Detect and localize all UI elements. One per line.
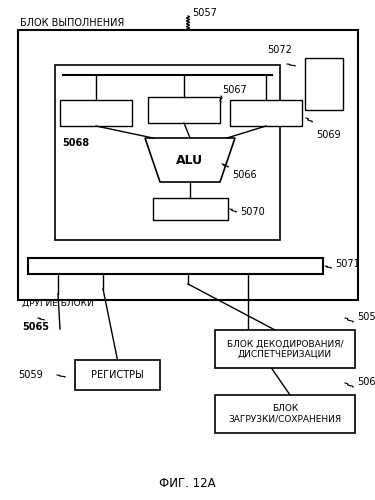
Bar	[75, 360, 160, 390]
Bar	[215, 395, 355, 433]
Bar	[60, 100, 132, 126]
Text: 5068: 5068	[62, 138, 89, 148]
Text: 5066: 5066	[232, 170, 256, 180]
Text: 5069: 5069	[316, 130, 340, 140]
Bar	[28, 258, 323, 274]
Text: ALU: ALU	[176, 154, 204, 166]
Bar	[230, 100, 302, 126]
Text: БЛОК
ЗАГРУЗКИ/СОХРАНЕНИЯ: БЛОК ЗАГРУЗКИ/СОХРАНЕНИЯ	[228, 404, 342, 423]
Bar	[31, 261, 326, 277]
Text: 5056: 5056	[357, 312, 375, 322]
Text: БЛОК ДЕКОДИРОВАНИЯ/
ДИСПЕТЧЕРИЗАЦИИ: БЛОК ДЕКОДИРОВАНИЯ/ ДИСПЕТЧЕРИЗАЦИИ	[227, 340, 343, 358]
Bar	[233, 103, 305, 129]
Bar	[151, 100, 223, 126]
Bar	[215, 330, 355, 368]
Text: ДРУГИЕ БЛОКИ: ДРУГИЕ БЛОКИ	[22, 299, 94, 308]
Text: 5065: 5065	[22, 322, 49, 332]
Bar	[305, 58, 343, 110]
Text: 5067: 5067	[222, 85, 247, 95]
Text: 5071: 5071	[335, 259, 360, 269]
Text: РЕГИСТРЫ: РЕГИСТРЫ	[91, 370, 144, 380]
Bar	[156, 201, 231, 223]
Bar	[308, 61, 346, 113]
Text: БЛОК ВЫПОЛНЕНИЯ: БЛОК ВЫПОЛНЕНИЯ	[20, 18, 124, 28]
Bar	[63, 103, 135, 129]
Bar	[55, 65, 280, 240]
Text: 5060: 5060	[357, 377, 375, 387]
Text: 5070: 5070	[240, 207, 265, 217]
Bar	[153, 198, 228, 220]
Text: 5072: 5072	[267, 45, 292, 55]
Text: ФИГ. 12А: ФИГ. 12А	[159, 477, 216, 490]
Text: 5057: 5057	[192, 8, 217, 18]
Bar	[148, 97, 220, 123]
Bar	[18, 30, 358, 300]
Text: 5059: 5059	[18, 370, 43, 380]
Polygon shape	[145, 138, 235, 182]
